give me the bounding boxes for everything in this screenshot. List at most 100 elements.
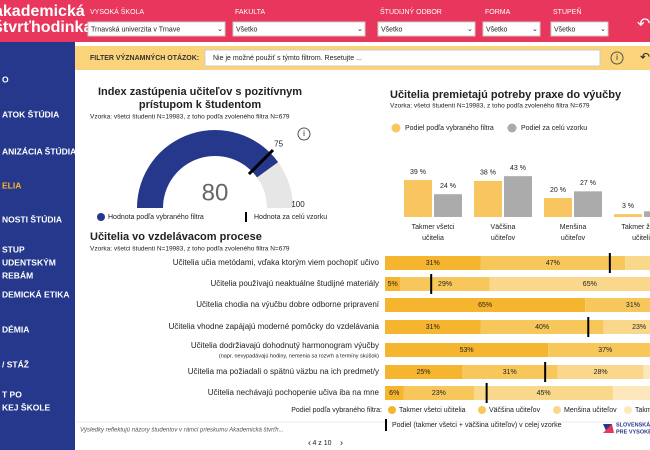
org-logo-mark bbox=[603, 424, 614, 433]
bar bbox=[544, 198, 572, 217]
logo-text: štvrťhodinka bbox=[0, 19, 92, 36]
bar bbox=[434, 194, 462, 217]
filter-dropdown[interactable] bbox=[232, 21, 366, 37]
legend-label: Podiel za celú vzorku bbox=[521, 125, 587, 132]
gauge-legend: Hodnota za celú vzorku bbox=[254, 214, 327, 221]
legend-label: Takmer žiadni učitelia bbox=[635, 407, 650, 414]
bar-value-label: 24 % bbox=[440, 183, 456, 190]
row-label: Učitelia nechávajú pochopenie učiva iba … bbox=[208, 388, 380, 397]
segment-label: 40% bbox=[535, 324, 549, 331]
segment-label: 47% bbox=[546, 260, 560, 267]
category-label: Menšina učiteľov bbox=[560, 224, 587, 242]
filter-dropdown[interactable] bbox=[550, 21, 609, 37]
bar-value-label: 39 % bbox=[410, 169, 426, 176]
stacked-segment bbox=[585, 298, 650, 312]
segment-label: 31% bbox=[503, 369, 517, 376]
legend-label: Podiel (takmer všetci + väčšina učiteľov… bbox=[392, 422, 562, 429]
stacked-segment bbox=[385, 320, 481, 334]
row-label: Učitelia vhodne zapájajú moderné pomôcky… bbox=[169, 322, 380, 331]
info-icon-glyph: i bbox=[303, 129, 305, 138]
legend-swatch bbox=[553, 406, 561, 414]
sidebar-item: T PO bbox=[2, 389, 22, 399]
sidebar-item: ANIZÁCIA ŠTÚDIA bbox=[2, 145, 76, 156]
gauge-legend: Hodnota podľa vybraného filtra bbox=[108, 214, 204, 221]
filter-label: VYSOKÁ ŠKOLA bbox=[90, 7, 144, 16]
prev-page[interactable]: ‹ bbox=[308, 437, 311, 447]
segment-label: 65% bbox=[478, 302, 492, 309]
gauge-target bbox=[247, 148, 275, 176]
bar bbox=[474, 180, 502, 217]
filter-dropdown[interactable] bbox=[482, 21, 541, 37]
sidebar-item: O bbox=[2, 74, 9, 84]
segment-label: 6% bbox=[389, 390, 399, 397]
segment-label: 5% bbox=[388, 281, 398, 288]
stacked-segment bbox=[557, 365, 644, 379]
info-icon-glyph: i bbox=[616, 53, 618, 62]
filter-dropdown[interactable] bbox=[87, 21, 226, 37]
filter-label: FAKULTA bbox=[235, 9, 265, 16]
segment-label: 29% bbox=[438, 281, 452, 288]
dropdown-arrow: ⌄ bbox=[600, 26, 606, 33]
segment-label: 31% bbox=[626, 302, 640, 309]
bar bbox=[644, 211, 650, 217]
filter-value: Trnavská univerzita v Trnave bbox=[91, 26, 180, 33]
stacked-segment bbox=[625, 256, 650, 270]
stacked-segment bbox=[480, 320, 604, 334]
sidebar bbox=[0, 42, 75, 450]
logo-text: akademická bbox=[0, 3, 85, 20]
legend-label: Takmer všetci učitelia bbox=[399, 407, 466, 414]
org-logo-text: PRE VYSOKÉ ŠKOLSTVO bbox=[616, 427, 650, 435]
gauge-max-label: 100 bbox=[291, 200, 305, 209]
sidebar-item: KEJ ŠKOLE bbox=[2, 401, 51, 412]
info-icon[interactable] bbox=[297, 127, 311, 141]
filter-dropdown[interactable] bbox=[377, 21, 476, 37]
category-label: Takmer všetci učitelia bbox=[412, 224, 455, 242]
dropdown-arrow: ⌄ bbox=[467, 26, 473, 33]
stacked-segment bbox=[385, 277, 401, 291]
next-page[interactable]: › bbox=[340, 437, 343, 447]
segment-label: 31% bbox=[426, 324, 440, 331]
gauge-value-label: 80 bbox=[202, 179, 229, 206]
filter-value: Všetko bbox=[554, 26, 576, 33]
sidebar-item: DÉMIA bbox=[2, 324, 29, 334]
stacked-segment bbox=[385, 343, 549, 357]
bar-value-label: 43 % bbox=[510, 165, 526, 172]
stacked-segment bbox=[403, 386, 475, 400]
sidebar-item: DEMICKÁ ETIKA bbox=[2, 289, 70, 299]
filter-value: Všetko bbox=[381, 26, 403, 33]
back-icon[interactable]: ↶ bbox=[640, 50, 650, 64]
question-filter-box[interactable] bbox=[204, 49, 601, 67]
legend-label: Väčšina učiteľov bbox=[489, 407, 541, 414]
segment-label: 25% bbox=[416, 369, 430, 376]
stacked-segment bbox=[462, 365, 558, 379]
segment-label: 45% bbox=[537, 390, 551, 397]
legend-label: Podiel podľa vybraného filtra bbox=[405, 125, 494, 132]
segment-label: 23% bbox=[432, 390, 446, 397]
stacked-segment bbox=[643, 365, 650, 379]
filter-label: ŠTUDIJNÝ ODBOR bbox=[380, 7, 442, 16]
bar bbox=[504, 176, 532, 217]
row-note: (napr. nevypadávajú hodiny, nemenia sa r… bbox=[219, 353, 379, 359]
row-label: Učitelia dodržiavajú dohodnutý harmonogr… bbox=[191, 341, 379, 350]
sidebar-item: / STÁŽ bbox=[2, 358, 29, 369]
legend-swatch bbox=[388, 406, 396, 414]
reset-icon[interactable]: ↶ bbox=[637, 16, 650, 33]
info-icon[interactable] bbox=[610, 51, 624, 65]
stacked-segment bbox=[474, 386, 613, 400]
stacked-segment bbox=[385, 298, 586, 312]
footer-note: Výsledky reflektujú názory študentov v r… bbox=[80, 428, 284, 434]
category-label: Väčšina učiteľov bbox=[491, 224, 516, 242]
dropdown-arrow: ⌄ bbox=[217, 26, 223, 33]
segment-label: 37% bbox=[598, 347, 612, 354]
chart-title: Učitelia vo vzdelávacom procese bbox=[90, 231, 262, 243]
chart-title: Učitelia premietajú potreby praxe do výu… bbox=[390, 89, 622, 101]
stacked-segment bbox=[612, 386, 650, 400]
org-logo-text: SLOVENSKÁ AKREDITAČNÁ AGENTÚRA bbox=[616, 421, 650, 428]
segment-label: 65% bbox=[583, 281, 597, 288]
segment-label: 23% bbox=[632, 324, 646, 331]
gauge-value-arc bbox=[137, 130, 279, 208]
category-label: Takmer žiadniučitelia bbox=[621, 224, 650, 242]
legend-label: Menšina učiteľov bbox=[564, 407, 617, 414]
